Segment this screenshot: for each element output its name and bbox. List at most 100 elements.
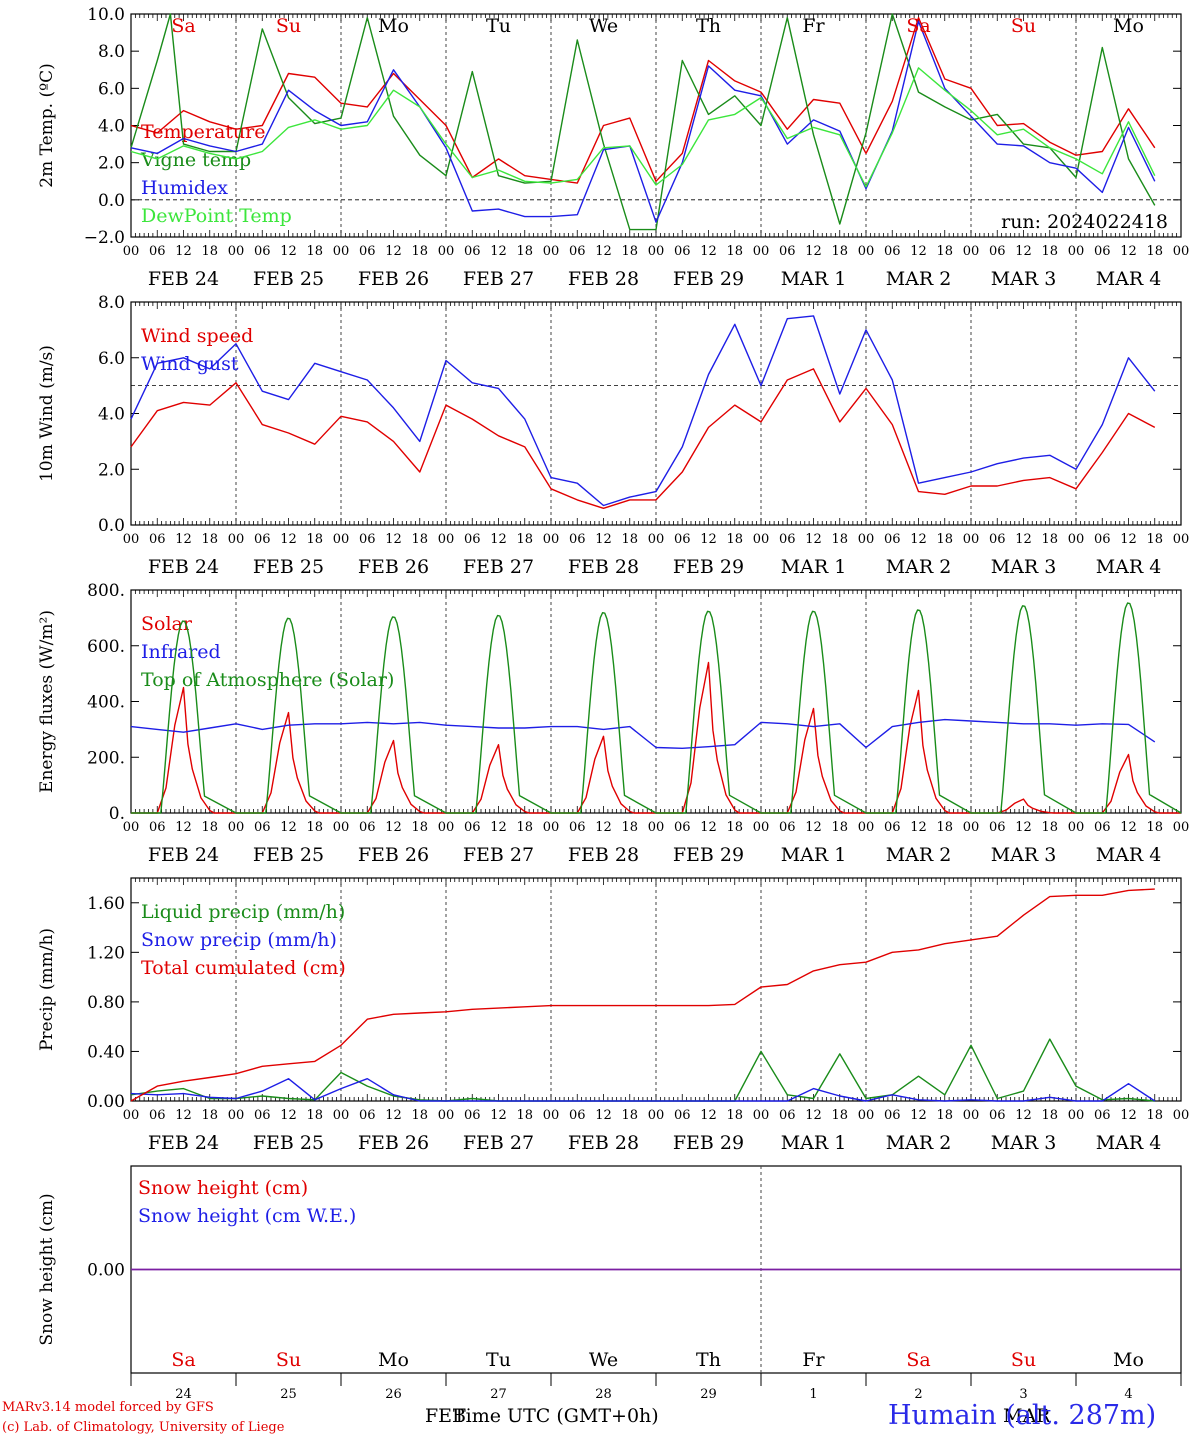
x-date-label: MAR 4: [1096, 268, 1162, 290]
x-hour-label: 12: [805, 1108, 822, 1123]
weekday-label: Su: [1011, 15, 1036, 37]
weekday-label: Sa: [171, 15, 195, 37]
y-tick-label: 4.0: [98, 117, 125, 137]
x-hour-label: 18: [516, 1108, 533, 1123]
x-hour-label: 00: [1173, 820, 1190, 835]
day-number-label: 4: [1124, 1387, 1132, 1402]
x-hour-label: 12: [175, 820, 192, 835]
x-date-label: MAR 2: [886, 556, 952, 578]
day-number-label: 29: [700, 1387, 717, 1402]
x-hour-label: 06: [464, 820, 481, 835]
legend-entry: Snow height (cm W.E.): [138, 1205, 356, 1227]
x-hour-label: 06: [674, 1108, 691, 1123]
weekday-label: Th: [696, 1349, 721, 1371]
x-hour-label: 12: [280, 532, 297, 547]
weekday-label: Sa: [906, 1349, 930, 1371]
weekday-label: Sa: [906, 15, 930, 37]
x-hour-label: 06: [359, 820, 376, 835]
x-hour-label: 18: [516, 820, 533, 835]
x-hour-label: 00: [333, 1108, 350, 1123]
x-hour-label: 06: [359, 532, 376, 547]
x-date-label: FEB 25: [253, 268, 324, 290]
x-hour-label: 06: [1094, 820, 1111, 835]
x-hour-label: 12: [1015, 532, 1032, 547]
x-hour-label: 18: [621, 1108, 638, 1123]
x-hour-label: 06: [359, 1108, 376, 1123]
x-hour-label: 00: [963, 820, 980, 835]
series-line-1-3: [130, 20, 1156, 223]
legend-entry: Infrared: [141, 641, 221, 663]
x-hour-label: 06: [359, 244, 376, 259]
x-hour-label: 12: [280, 820, 297, 835]
run-label: run: 2024022418: [1001, 211, 1168, 233]
x-hour-label: 18: [201, 820, 218, 835]
day-number-label: 28: [595, 1387, 612, 1402]
x-hour-label: 12: [805, 820, 822, 835]
x-hour-label: 12: [280, 244, 297, 259]
x-date-label: FEB 24: [148, 1132, 219, 1154]
weekday-label: We: [589, 1349, 618, 1371]
x-hour-label: 06: [989, 1108, 1006, 1123]
x-hour-label: 06: [569, 1108, 586, 1123]
y-tick-label: 2.0: [98, 460, 125, 480]
x-hour-label: 00: [1173, 532, 1190, 547]
x-hour-label: 18: [306, 820, 323, 835]
x-axis-month-left: FEB: [425, 1405, 467, 1427]
x-date-label: MAR 4: [1096, 556, 1162, 578]
weekday-label: Su: [1011, 1349, 1036, 1371]
x-hour-label: 00: [648, 1108, 665, 1123]
x-hour-label: 12: [490, 1108, 507, 1123]
x-hour-label: 06: [254, 820, 271, 835]
x-date-label: FEB 29: [673, 1132, 744, 1154]
weekday-labels-top: Sa Su Mo Tu We Th Fr Sa Su Mo: [171, 15, 1144, 37]
day-number-label: 27: [490, 1387, 507, 1402]
y-tick-label: 800.: [87, 581, 125, 601]
x-hour-label: 00: [963, 1108, 980, 1123]
x-date-label: MAR 3: [991, 268, 1057, 290]
day-number-label: 3: [1019, 1387, 1027, 1402]
x-hour-label: 12: [175, 532, 192, 547]
x-hour-label: 18: [831, 244, 848, 259]
x-date-label: MAR 3: [991, 844, 1057, 866]
x-hour-label: 18: [201, 244, 218, 259]
weekday-label: Su: [276, 15, 301, 37]
x-hour-label: 00: [1173, 1108, 1190, 1123]
x-date-label: MAR 3: [991, 1132, 1057, 1154]
series-line-3-2: [130, 718, 1156, 749]
x-hour-label: 00: [438, 532, 455, 547]
x-hour-label: 00: [543, 820, 560, 835]
x-hour-label: 00: [648, 532, 665, 547]
x-hour-label: 12: [700, 1108, 717, 1123]
x-axis-title: Time UTC (GMT+0h): [453, 1405, 659, 1427]
x-hour-label: 00: [438, 244, 455, 259]
x-hour-label: 18: [1041, 532, 1058, 547]
x-date-label: MAR 2: [886, 268, 952, 290]
weekday-label: Mo: [378, 15, 409, 37]
weekday-label: Tu: [486, 15, 511, 37]
legend-entry: Wind speed: [141, 325, 253, 347]
weekday-label: Tu: [486, 1349, 511, 1371]
x-hour-label: 00: [123, 532, 140, 547]
x-hour-label: 18: [306, 532, 323, 547]
x-date-label: FEB 29: [673, 268, 744, 290]
x-hour-label: 18: [306, 1108, 323, 1123]
x-date-label: FEB 26: [358, 268, 429, 290]
x-hour-label: 06: [254, 244, 271, 259]
x-hour-label: 06: [884, 244, 901, 259]
x-hour-label: 00: [753, 820, 770, 835]
series-line-2-2: [130, 315, 1156, 507]
x-hour-label: 18: [1146, 244, 1163, 259]
y-tick-label: 0.0: [98, 191, 125, 211]
y-tick-label: 1.60: [87, 894, 125, 914]
x-hour-label: 12: [385, 244, 402, 259]
x-hour-label: 18: [726, 1108, 743, 1123]
x-hour-label: 00: [753, 532, 770, 547]
x-date-label: MAR 4: [1096, 1132, 1162, 1154]
x-hour-label: 12: [595, 1108, 612, 1123]
x-date-label: FEB 28: [568, 556, 639, 578]
footer-line-1: MARv3.14 model forced by GFS: [2, 1400, 214, 1415]
x-hour-label: 00: [648, 244, 665, 259]
y-tick-label: 0.40: [87, 1042, 125, 1062]
x-hour-label: 06: [569, 820, 586, 835]
series-line-4-2: [130, 1078, 1156, 1102]
